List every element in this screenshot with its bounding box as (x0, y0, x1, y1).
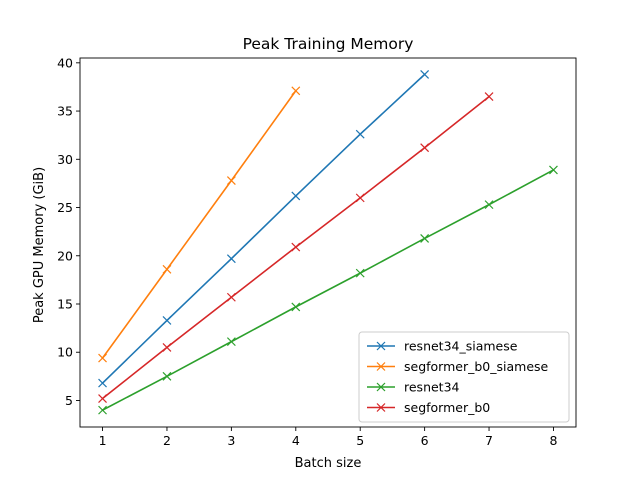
legend-entry-segformer_b0: segformer_b0 (367, 400, 490, 415)
y-tick-label-40: 40 (57, 55, 73, 70)
data-point-segformer_b0_siamese-3 (226, 176, 236, 185)
legend-label-resnet34: resnet34 (404, 380, 460, 395)
legend-box (358, 331, 570, 423)
x-tick-label-3: 3 (227, 433, 235, 448)
data-point-segformer_b0_siamese-1 (98, 353, 107, 363)
y-tick-label-35: 35 (57, 104, 73, 119)
data-point-resnet34_siamese-2 (162, 315, 172, 325)
y-tick-label-10: 10 (57, 345, 73, 360)
data-point-segformer_b0-1 (98, 394, 107, 403)
x-axis-label: Batch size (295, 456, 362, 471)
data-point-segformer_b0_siamese-2 (162, 264, 172, 274)
data-point-resnet34_siamese-4 (291, 191, 301, 201)
legend-label-segformer_b0_siamese: segformer_b0_siamese (404, 359, 549, 374)
x-tick-label-4: 4 (292, 433, 300, 448)
series-line-resnet34 (101, 168, 555, 412)
data-point-resnet34-5 (355, 268, 365, 278)
x-tick-label-8: 8 (549, 433, 557, 448)
x-tick-label-2: 2 (163, 433, 171, 448)
y-axis-label: Peak GPU Memory (GiB) (32, 167, 47, 323)
data-point-resnet34-7 (484, 200, 494, 210)
data-point-resnet34_siamese-5 (355, 129, 365, 139)
series-line-segformer_b0_siamese (101, 89, 297, 360)
data-point-segformer_b0-2 (162, 342, 172, 352)
data-point-resnet34_siamese-3 (226, 254, 236, 264)
data-point-resnet34_siamese-1 (98, 378, 107, 388)
legend-entry-segformer_b0_siamese: segformer_b0_siamese (367, 359, 549, 374)
legend-entry-resnet34: resnet34 (367, 380, 460, 395)
y-tick-label-25: 25 (57, 200, 73, 215)
legend: resnet34_siamese segformer_b0_siameseresn… (358, 331, 570, 423)
data-point-resnet34_siamese-6 (420, 69, 430, 79)
legend-marker-resnet34 (376, 382, 386, 392)
x-tick-label-1: 1 (99, 433, 107, 448)
legend-entry-resnet34_siamese: resnet34_siamese (367, 339, 518, 354)
data-point-resnet34-4 (291, 302, 301, 312)
data-point-resnet34-8 (549, 165, 558, 175)
data-point-segformer_b0_siamese-4 (291, 86, 301, 96)
data-point-resnet34-3 (226, 337, 236, 347)
series-line-resnet34_siamese (101, 73, 426, 385)
axes-frame (79, 57, 577, 428)
x-tick-label-5: 5 (356, 433, 364, 448)
data-point-segformer_b0-7 (484, 92, 494, 102)
legend-marker-segformer_b0_siamese (376, 362, 386, 371)
legend-label-resnet34_siamese: resnet34_siamese (404, 339, 518, 354)
data-point-segformer_b0-4 (291, 242, 301, 252)
legend-marker-resnet34_siamese (376, 341, 386, 351)
data-point-resnet34-6 (420, 233, 430, 243)
data-point-resnet34-2 (162, 371, 172, 381)
legend-label-segformer_b0: segformer_b0 (404, 400, 490, 415)
y-tick-label-15: 15 (57, 297, 73, 312)
y-tick-label-5: 5 (65, 393, 73, 408)
data-point-segformer_b0-6 (420, 143, 430, 153)
legend-marker-segformer_b0 (376, 403, 386, 412)
x-tick-label-7: 7 (485, 433, 493, 448)
data-point-segformer_b0-3 (226, 292, 236, 302)
y-tick-label-30: 30 (57, 152, 73, 167)
data-point-resnet34-1 (98, 405, 107, 415)
chart-title: Peak Training Memory (243, 35, 414, 53)
y-tick-label-20: 20 (57, 248, 73, 263)
x-tick-label-6: 6 (421, 433, 429, 448)
plot-area: 1 2 3 4 5 6 7 8 5 10 15 20 25 30 35 40 (57, 55, 577, 448)
data-point-segformer_b0-5 (355, 193, 365, 203)
